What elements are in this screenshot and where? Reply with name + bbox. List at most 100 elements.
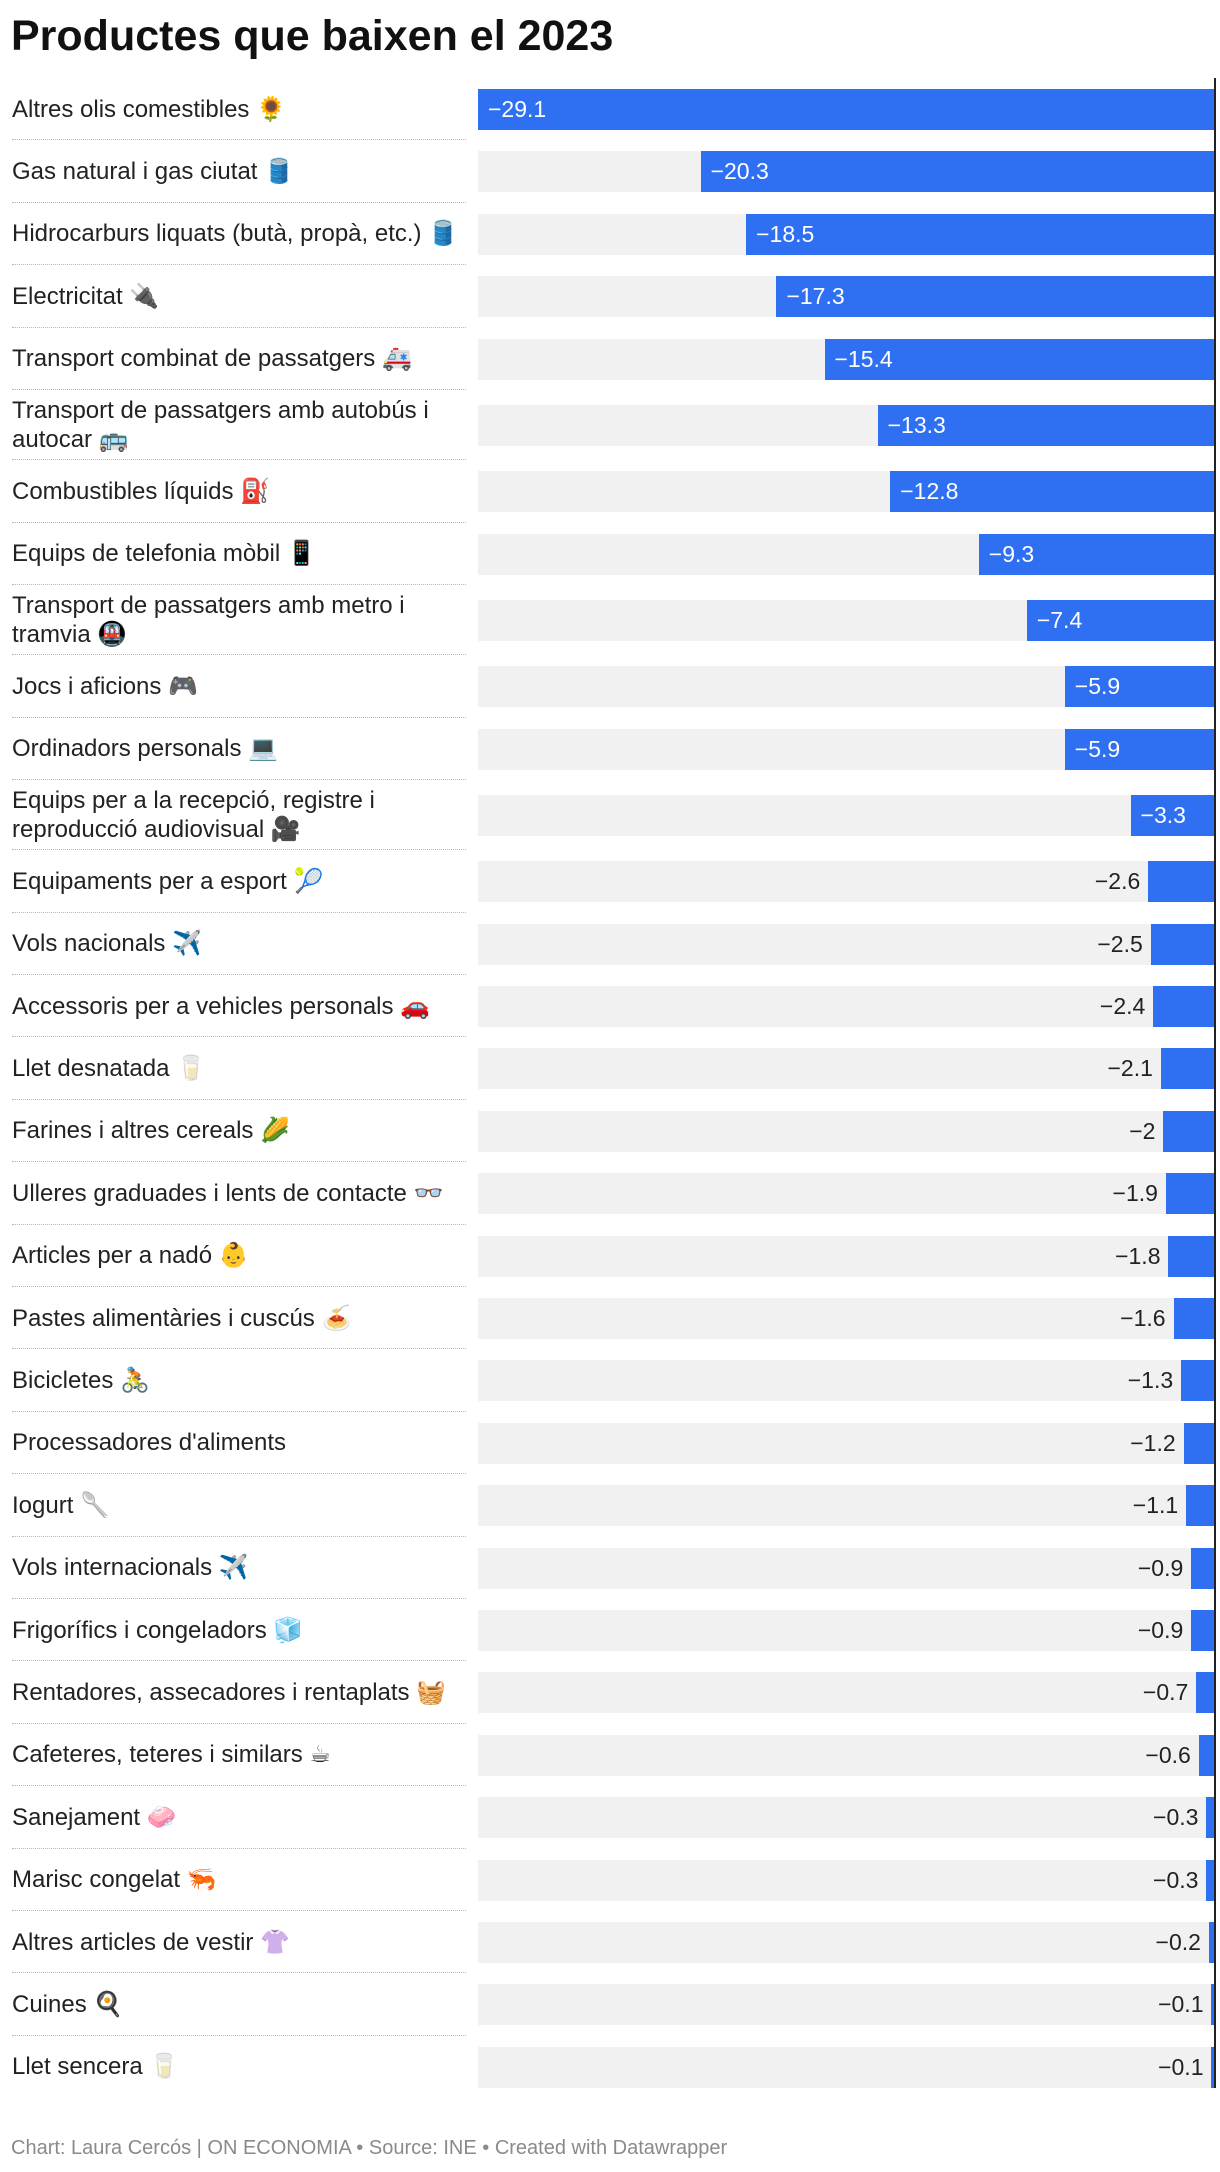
category-label: Jocs i aficions 🎮 [12, 655, 472, 717]
bar-background [478, 986, 1215, 1027]
bar-row: Hidrocarburs liquats (butà, propà, etc.)… [12, 203, 1219, 266]
footer-separator-1: • [350, 2137, 369, 2159]
bar [1064, 728, 1214, 770]
row-separator [12, 521, 466, 523]
chart-footer: Chart: Laura Cercós | ON ECONOMIA • Sour… [11, 2137, 727, 2160]
bar-row: Cuines 🍳 −0.1 [12, 1973, 1219, 2036]
value-label: −1.9 [1112, 1180, 1158, 1207]
bar [776, 276, 1214, 318]
value-label: −9.3 [988, 540, 1035, 567]
bar-row: Bicicletes 🚴 −1.3 [12, 1349, 1219, 1412]
bar-row: Sanejament 🧼 −0.3 [12, 1786, 1219, 1849]
value-label: −20.3 [710, 158, 769, 185]
row-separator [12, 1161, 466, 1163]
category-label: Altres olis comestibles 🌻 [12, 78, 472, 140]
category-label: Equipaments per a esport 🎾 [12, 850, 472, 912]
category-label: Electricitat 🔌 [12, 265, 472, 327]
category-label-text: Farines i altres cereals 🌽 [12, 1117, 290, 1145]
row-separator [12, 1847, 466, 1849]
value-label: −13.3 [887, 412, 946, 438]
bar-row: Jocs i aficions 🎮 −5.9 [12, 655, 1219, 718]
category-label: Vols internacionals ✈️ [12, 1537, 472, 1599]
category-label-text: Bicicletes 🚴 [12, 1367, 150, 1395]
category-label-text: Equips de telefonia mòbil 📱 [12, 540, 317, 568]
bar-background [478, 1048, 1215, 1090]
category-label-text: Electricitat 🔌 [12, 282, 160, 310]
value-label: −12.8 [900, 478, 959, 505]
bar-background [478, 2046, 1215, 2088]
value-label: −2.1 [1107, 1055, 1153, 1082]
category-label-text: Altres olis comestibles 🌻 [12, 95, 286, 123]
bar [978, 533, 1214, 575]
bar-row: Equipaments per a esport 🎾 −2.6 [12, 850, 1219, 913]
bar-row: Frigorífics i congeladors 🧊 −0.9 [12, 1599, 1219, 1662]
category-label: Rentadores, assecadores i rentaplats 🧺 [12, 1661, 472, 1723]
value-label: −0.2 [1155, 1929, 1201, 1955]
row-separator [12, 1285, 466, 1287]
bar [1064, 666, 1214, 708]
bar-row: Electricitat 🔌 −17.3 [12, 265, 1219, 328]
bar [746, 213, 1214, 255]
value-label: −1.6 [1120, 1305, 1166, 1331]
row-separator [12, 654, 466, 656]
bar [1130, 795, 1214, 836]
category-label: Llet sencera 🥛 [12, 2036, 472, 2098]
bar [824, 338, 1214, 380]
bar [1208, 1922, 1214, 1963]
bar [1191, 1610, 1214, 1651]
category-label: Accessoris per a vehicles personals 🚗 [12, 975, 472, 1037]
value-label: −18.5 [756, 220, 815, 247]
bar [1211, 1984, 1214, 2026]
value-label: −2.5 [1097, 930, 1143, 957]
row-separator [12, 778, 466, 780]
value-label: −17.3 [786, 283, 845, 310]
bar [1153, 986, 1214, 1027]
bar-background [478, 1360, 1215, 1402]
bar-row: Transport de passatgers amb metro i tram… [12, 585, 1219, 656]
category-label-text: Processadores d'aliments [12, 1429, 287, 1457]
bar-row: Ulleres graduades i lents de contacte 👓 −… [12, 1162, 1219, 1225]
category-label-text: Equipaments per a esport 🎾 [12, 867, 324, 895]
value-label: −0.6 [1145, 1741, 1191, 1768]
bar-background [478, 1797, 1215, 1839]
bar-row: Articles per a nadó 👶 −1.8 [12, 1225, 1219, 1287]
category-label: Equips de telefonia mòbil 📱 [12, 523, 472, 585]
bar-background [478, 1298, 1215, 1339]
category-label-text: Cafeteres, teteres i similars ☕ [12, 1741, 331, 1769]
category-label: Pastes alimentàries i cuscús 🍝 [12, 1287, 472, 1349]
bar-row: Ordinadors personals 💻 −5.9 [12, 718, 1219, 780]
bar-row: Rentadores, assecadores i rentaplats 🧺 −0… [12, 1661, 1219, 1724]
row-separator [12, 1785, 466, 1787]
value-label: −1.3 [1127, 1367, 1174, 1394]
bar [1206, 1859, 1214, 1901]
bar-background [478, 1734, 1215, 1776]
bar-background [478, 1672, 1215, 1714]
bar-background [478, 1173, 1215, 1215]
category-label: Hidrocarburs liquats (butà, propà, etc.)… [12, 203, 472, 265]
category-label-text: Transport de passatgers amb autobús i au… [12, 397, 429, 454]
row-separator [12, 264, 466, 266]
value-label: −0.3 [1153, 1804, 1199, 1831]
bar-background [478, 1984, 1215, 2026]
bar [700, 151, 1214, 193]
bar [1165, 1173, 1214, 1215]
bar-background [478, 795, 1215, 836]
row-separator [12, 911, 466, 913]
category-label: Transport de passatgers amb metro i tram… [12, 585, 472, 655]
bar [1211, 2046, 1214, 2088]
bar-row: Vols internacionals ✈️ −0.9 [12, 1537, 1219, 1599]
value-label: −29.1 [488, 96, 547, 122]
row-separator [12, 1473, 466, 1475]
row-separator [12, 388, 466, 390]
value-label: −1.1 [1132, 1492, 1179, 1519]
bar-background [478, 923, 1215, 965]
category-label-text: Iogurt 🥄 [12, 1491, 110, 1519]
row-separator [12, 1098, 466, 1100]
value-label: −0.7 [1142, 1679, 1189, 1706]
category-label: Vols nacionals ✈️ [12, 913, 472, 975]
row-separator [12, 1722, 466, 1724]
bar-row: Transport de passatgers amb autobús i au… [12, 390, 1219, 461]
bar-row: Cafeteres, teteres i similars ☕ −0.6 [12, 1724, 1219, 1787]
category-label: Marisc congelat 🦐 [12, 1849, 472, 1911]
value-label: −2.4 [1099, 993, 1146, 1019]
